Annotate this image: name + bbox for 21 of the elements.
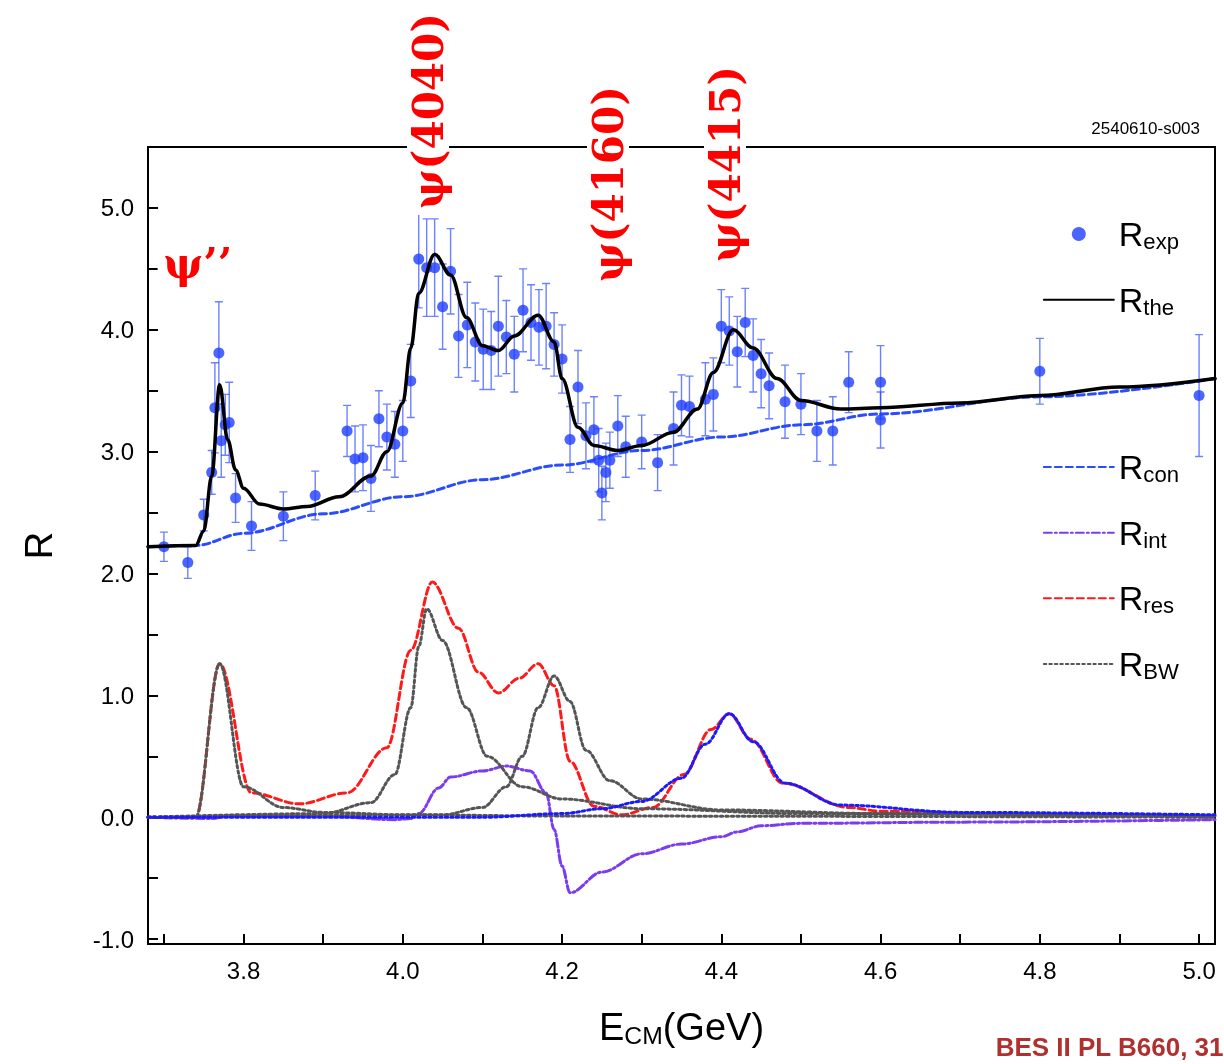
annotation: ψ(4415) [700,65,750,262]
y-tick-label: 4.0 [100,316,134,344]
text: 2540610-s003 [1091,119,1201,138]
y-tick-label: 1.0 [100,681,134,709]
x-tick-label: 4.6 [863,956,898,984]
y-tick-label: 0.0 [100,803,134,831]
x-tick-label: 5.0 [1182,956,1216,984]
annotation: ψ(4040) [403,12,453,209]
x-tick-label: 3.8 [226,956,261,984]
text: BES II PL B660, 31 [995,1032,1224,1062]
x-tick-label: 4.4 [704,956,738,984]
y-tick-label: 2.0 [100,560,134,588]
y-tick-label: 5.0 [100,194,134,222]
x-tick-label: 4.2 [545,956,579,984]
x-tick-label: 4.8 [1023,956,1057,984]
annotation: ψ’’ [163,238,233,288]
x-tick-label: 4.0 [386,956,420,984]
y-tick-label: 3.0 [100,438,134,466]
annotation: ψ(4160) [583,85,633,282]
y-axis-title: R [18,531,60,560]
y-tick-label: -1.0 [92,925,134,953]
